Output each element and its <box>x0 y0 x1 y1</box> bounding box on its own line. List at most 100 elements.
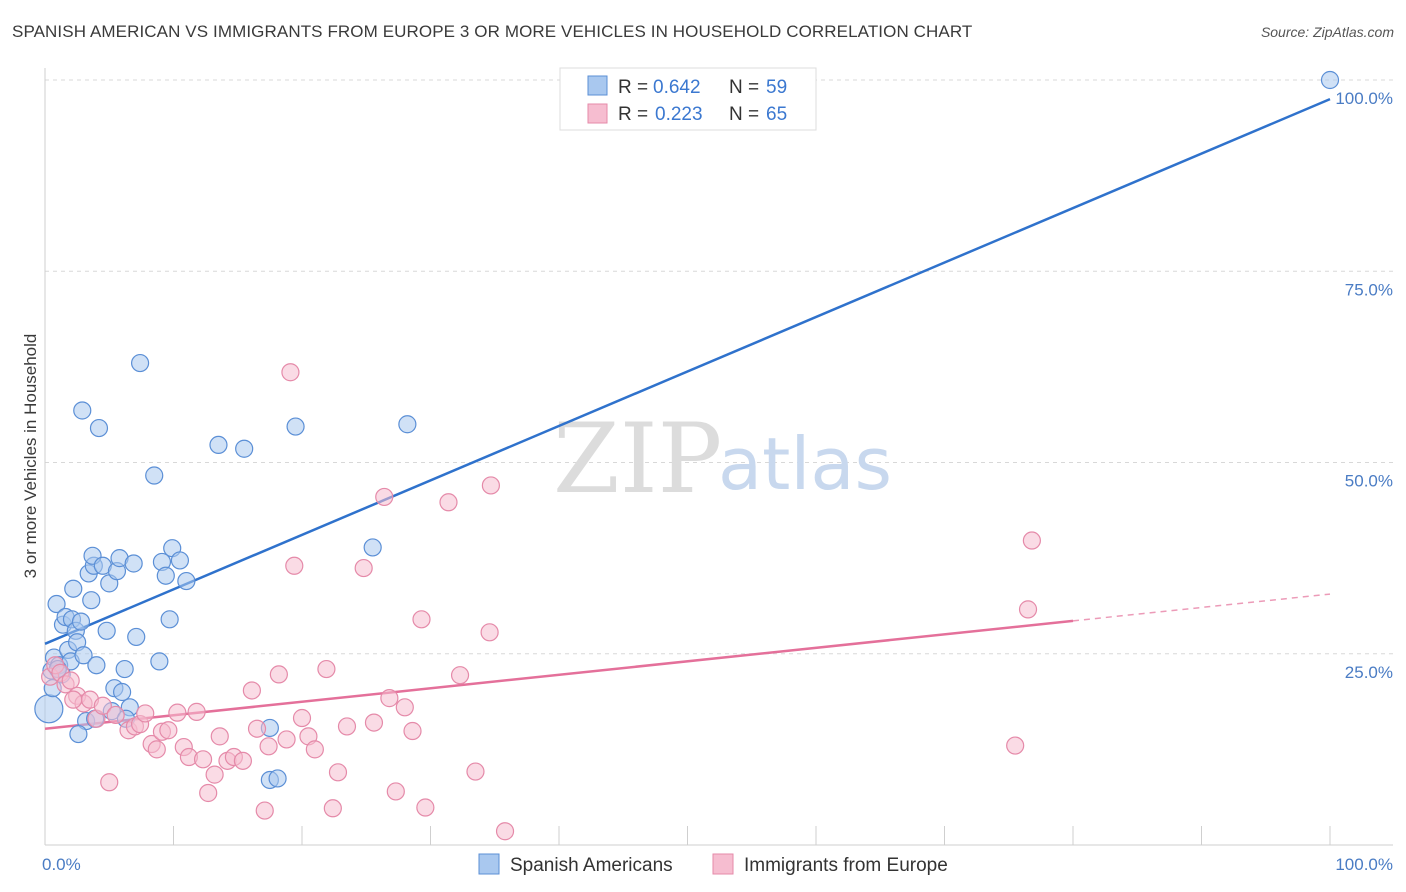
y-tick-label-100: 100.0% <box>1335 89 1393 108</box>
point-europe-56 <box>466 762 485 781</box>
point-europe-59 <box>495 822 515 841</box>
point-spanish-40 <box>160 610 179 629</box>
point-spanish-54 <box>87 656 106 675</box>
point-spanish-49 <box>286 417 305 436</box>
legend-swatch-pink <box>587 103 608 124</box>
point-spanish-35 <box>130 353 150 373</box>
point-europe-23 <box>187 702 206 721</box>
point-europe-60 <box>1018 600 1038 619</box>
point-europe-49 <box>386 782 405 801</box>
point-europe-24 <box>193 750 213 769</box>
point-europe-32 <box>247 719 267 738</box>
point-europe-19 <box>159 721 178 740</box>
legend-n-label-2: N = <box>729 104 759 125</box>
legend-n-value-1: 59 <box>766 77 787 98</box>
watermark-atlas: atlas <box>718 422 892 506</box>
point-spanish-15 <box>73 401 92 420</box>
legend-n-value-2: 65 <box>766 104 787 125</box>
point-spanish-51 <box>398 415 417 434</box>
point-europe-62 <box>1006 736 1025 755</box>
point-europe-58 <box>481 476 500 495</box>
point-spanish-3 <box>47 594 66 614</box>
point-europe-38 <box>292 708 312 728</box>
y-tick-label-50: 50.0% <box>1345 472 1393 491</box>
point-europe-11 <box>106 705 125 725</box>
point-europe-48 <box>380 689 399 708</box>
point-europe-45 <box>354 558 373 578</box>
point-spanish-44 <box>209 435 228 455</box>
trend-lines <box>44 97 1331 730</box>
point-spanish-14 <box>71 612 91 631</box>
point-europe-55 <box>450 666 470 685</box>
point-europe-53 <box>416 798 435 817</box>
point-spanish-33 <box>124 554 143 573</box>
chart-title: SPANISH AMERICAN VS IMMIGRANTS FROM EURO… <box>12 22 973 41</box>
point-europe-44 <box>337 717 357 736</box>
point-europe-52 <box>412 610 431 629</box>
legend-r-label-1: R = <box>618 77 648 98</box>
legend-swatch-blue <box>587 75 608 96</box>
bottom-legend-label-europe: Immigrants from Europe <box>744 855 948 876</box>
bottom-legend: Spanish Americans Immigrants from Europe <box>478 853 948 876</box>
point-europe-15 <box>136 704 155 723</box>
point-europe-30 <box>233 751 252 770</box>
point-spanish-36 <box>145 466 164 485</box>
x-tick-label-min: 0.0% <box>42 855 81 874</box>
legend-r-value-2: 0.223 <box>655 104 703 125</box>
point-spanish-19 <box>82 591 101 610</box>
point-spanish-23 <box>89 418 109 438</box>
axes <box>44 68 1393 846</box>
y-tick-label-75: 75.0% <box>1345 280 1393 299</box>
gridlines <box>45 79 1393 655</box>
point-spanish-39 <box>156 566 175 585</box>
trend-line-spanish <box>44 97 1331 645</box>
point-spanish-52 <box>69 724 88 744</box>
point-europe-31 <box>242 681 261 700</box>
point-spanish-43 <box>177 571 196 591</box>
point-spanish-16 <box>74 646 93 665</box>
watermark-zip: ZIP <box>553 403 722 515</box>
point-europe-26 <box>205 765 224 784</box>
point-europe-47 <box>375 487 394 507</box>
point-europe-50 <box>395 698 414 717</box>
point-spanish-48 <box>268 769 287 788</box>
bottom-legend-swatch-blue <box>478 853 500 875</box>
watermark: ZIP atlas <box>553 403 892 515</box>
point-europe-61 <box>1022 531 1041 550</box>
point-europe-54 <box>439 493 458 512</box>
legend-n-label-1: N = <box>729 77 759 98</box>
point-europe-57 <box>480 623 499 642</box>
point-europe-25 <box>199 783 218 803</box>
point-europe-36 <box>277 730 296 749</box>
point-spanish-0 <box>34 694 64 724</box>
source-note: Source: ZipAtlas.com <box>1260 24 1394 40</box>
point-spanish-45 <box>235 439 254 458</box>
point-europe-63 <box>281 363 300 382</box>
legend-r-value-1: 0.642 <box>653 77 701 98</box>
point-europe-37 <box>285 556 304 575</box>
point-europe-46 <box>364 713 384 732</box>
point-europe-34 <box>259 737 278 756</box>
point-spanish-34 <box>127 627 146 647</box>
point-spanish-31 <box>115 659 134 679</box>
data-points <box>34 70 1340 841</box>
point-spanish-11 <box>64 579 83 598</box>
point-europe-41 <box>317 659 336 679</box>
point-europe-17 <box>147 740 166 759</box>
point-spanish-42 <box>170 551 190 570</box>
point-europe-51 <box>403 721 422 741</box>
y-tick-label-25: 25.0% <box>1345 663 1393 682</box>
point-spanish-25 <box>97 621 116 640</box>
point-europe-40 <box>305 740 324 759</box>
point-europe-27 <box>210 727 229 746</box>
legend-r-label-2: R = <box>618 104 648 125</box>
point-europe-33 <box>255 801 274 820</box>
point-europe-4 <box>61 671 80 690</box>
y-tick-labels: 25.0% 50.0% 75.0% 100.0% <box>1335 89 1393 682</box>
x-tick-label-max: 100.0% <box>1335 855 1393 874</box>
trend-line-europe-extension <box>1072 593 1331 622</box>
point-spanish-37 <box>150 652 169 671</box>
point-europe-10 <box>100 773 119 792</box>
point-spanish-57 <box>1320 70 1340 90</box>
